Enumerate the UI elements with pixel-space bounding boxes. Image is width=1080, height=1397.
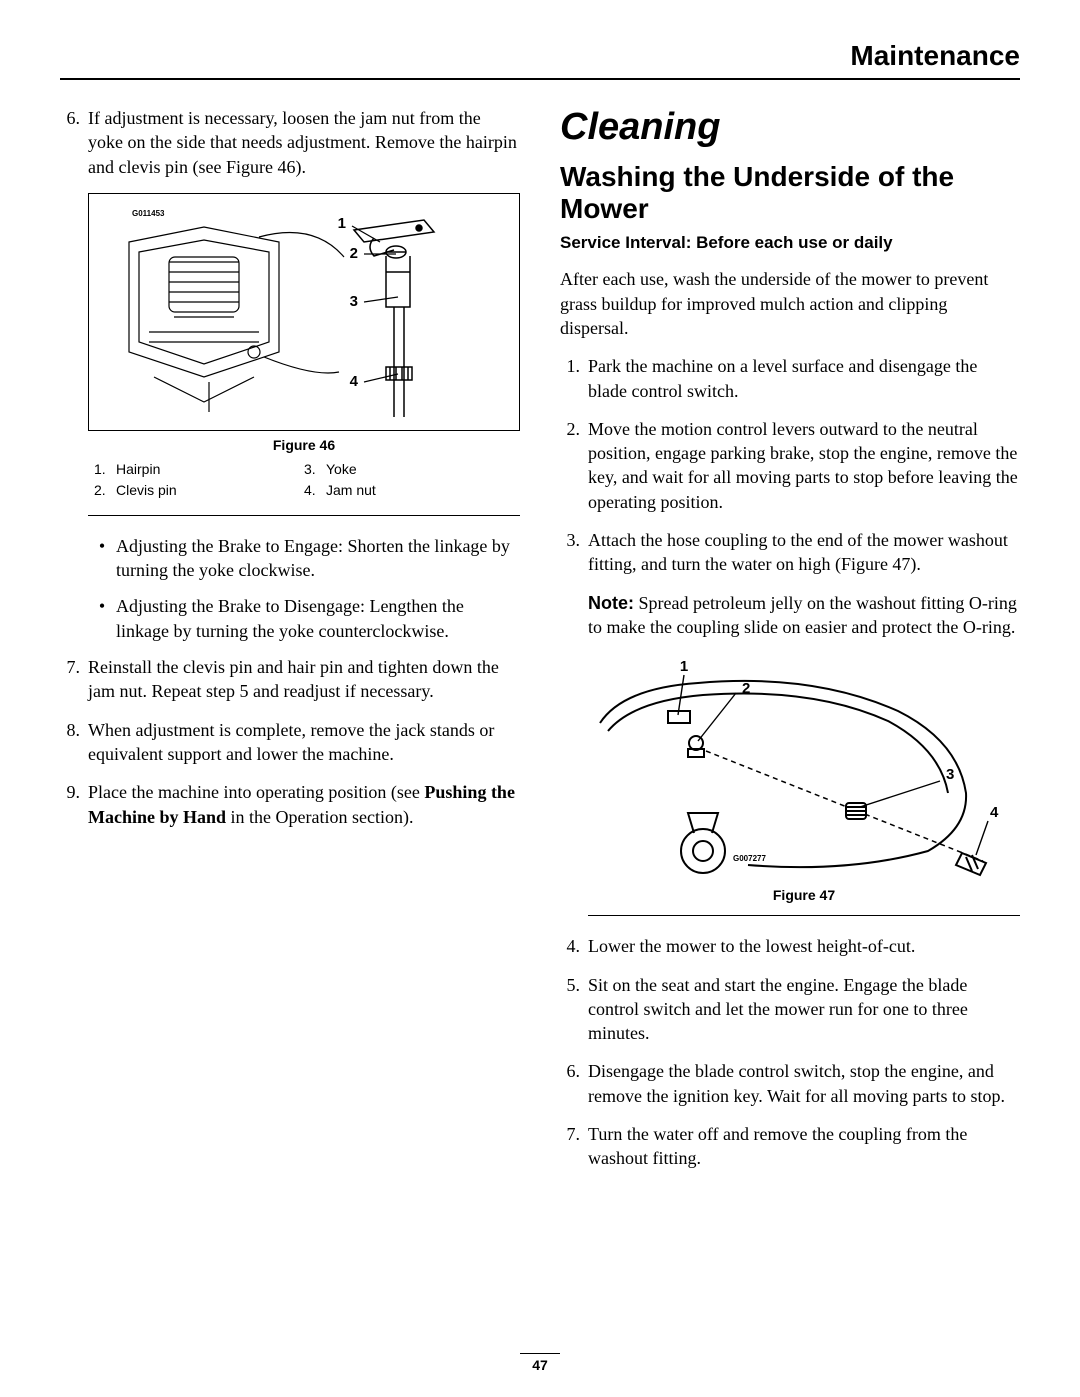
figure-46-caption: Figure 46 [88,437,520,453]
list-item: 2. Move the motion control levers outwar… [560,417,1020,514]
bullet-text: Adjusting the Brake to Engage: Shorten t… [116,534,520,583]
list-item: 6. Disengage the blade control switch, s… [560,1059,1020,1108]
page-header: Maintenance [60,40,1020,80]
page-number: 47 [0,1353,1080,1373]
bullet-item: • Adjusting the Brake to Engage: Shorten… [88,534,520,583]
figure-47-caption: Figure 47 [588,887,1020,903]
list-number: 8. [60,718,88,767]
callout-3: 3 [946,766,954,783]
legend-label: Hairpin [116,459,160,480]
list-item: 1. Park the machine on a level surface a… [560,354,1020,403]
list-item: 7. Reinstall the clevis pin and hair pin… [60,655,520,704]
callout-1: 1 [680,658,688,675]
list-item: 6. If adjustment is necessary, loosen th… [60,106,520,179]
callout-3: 3 [350,293,358,310]
list-number: 7. [60,655,88,704]
callout-2: 2 [350,245,358,262]
list-item: 3. Attach the hose coupling to the end o… [560,528,1020,577]
list-text: If adjustment is necessary, loosen the j… [88,106,520,179]
list-text: When adjustment is complete, remove the … [88,718,520,767]
content-columns: 6. If adjustment is necessary, loosen th… [60,106,1020,1185]
note-text: Spread petroleum jelly on the washout fi… [588,593,1017,637]
callout-4: 4 [350,373,359,390]
figure-47: 1 2 3 4 G007277 [588,653,1020,883]
note-label: Note: [588,593,634,613]
list-text: Disengage the blade control switch, stop… [588,1059,1020,1108]
list-number: 3. [560,528,588,577]
list-item: 8. When adjustment is complete, remove t… [60,718,520,767]
divider [88,515,520,516]
list-number: 6. [60,106,88,179]
list-text: Turn the water off and remove the coupli… [588,1122,1020,1171]
subsection-title: Washing the Underside of the Mower [560,161,1020,225]
list-text: Sit on the seat and start the engine. En… [588,973,1020,1046]
callout-4: 4 [990,804,999,821]
figure-46-legend: 1.Hairpin 2.Clevis pin 3.Yoke 4.Jam nut [88,459,520,501]
figure-46: 1 2 3 4 G011453 [88,193,520,431]
list-number: 9. [60,780,88,829]
bullet-dot: • [88,534,116,583]
list-text: Attach the hose coupling to the end of t… [588,528,1020,577]
callout-1: 1 [338,215,346,232]
list-text: Lower the mower to the lowest height-of-… [588,934,1020,958]
legend-label: Yoke [326,459,357,480]
list-number: 1. [560,354,588,403]
list-number: 6. [560,1059,588,1108]
list-text: Reinstall the clevis pin and hair pin an… [88,655,520,704]
list-item: 4. Lower the mower to the lowest height-… [560,934,1020,958]
list-item: 7. Turn the water off and remove the cou… [560,1122,1020,1171]
header-title: Maintenance [850,40,1020,71]
list-text: Place the machine into operating positio… [88,780,520,829]
list-item: 9. Place the machine into operating posi… [60,780,520,829]
list-item: 5. Sit on the seat and start the engine.… [560,973,1020,1046]
list-number: 5. [560,973,588,1046]
left-column: 6. If adjustment is necessary, loosen th… [60,106,520,1185]
bullet-item: • Adjusting the Brake to Disengage: Leng… [88,594,520,643]
note-paragraph: Note: Spread petroleum jelly on the wash… [588,591,1020,640]
section-title: Cleaning [560,106,1020,149]
divider [588,915,1020,916]
figure-id: G007277 [733,854,766,863]
bullet-text: Adjusting the Brake to Disengage: Length… [116,594,520,643]
list-text: Park the machine on a level surface and … [588,354,1020,403]
legend-label: Jam nut [326,480,376,501]
list-text: Move the motion control levers outward t… [588,417,1020,514]
figure-id: G011453 [132,209,165,218]
list-number: 2. [560,417,588,514]
callout-2: 2 [742,680,750,697]
list-number: 4. [560,934,588,958]
service-interval: Service Interval: Before each use or dai… [560,233,1020,253]
list-number: 7. [560,1122,588,1171]
right-column: Cleaning Washing the Underside of the Mo… [560,106,1020,1185]
legend-label: Clevis pin [116,480,177,501]
intro-paragraph: After each use, wash the underside of th… [560,267,1020,340]
bullet-dot: • [88,594,116,643]
